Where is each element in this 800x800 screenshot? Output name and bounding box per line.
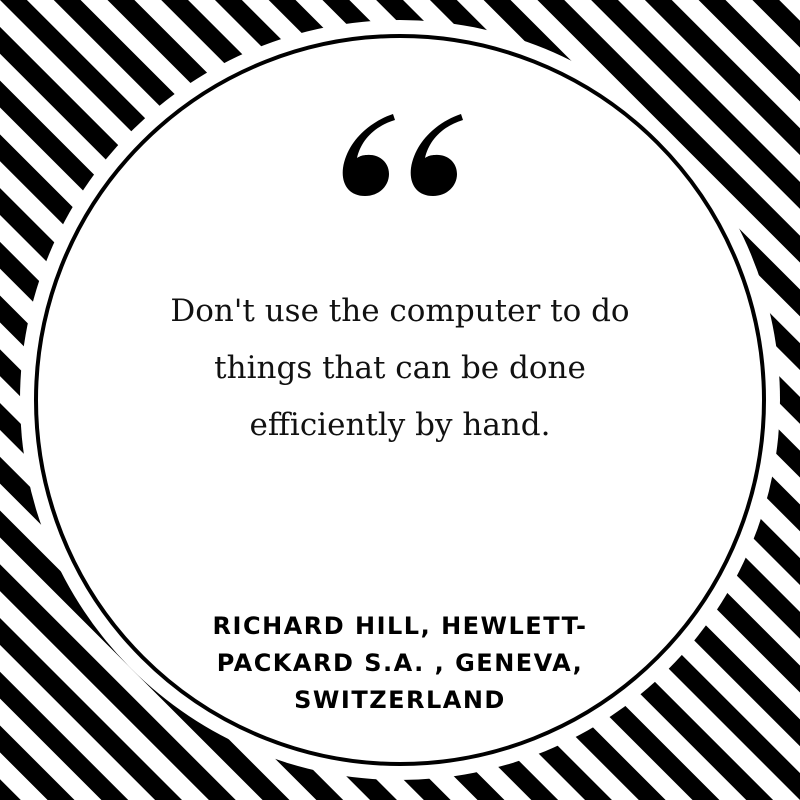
- quote-line: things that can be done: [214, 350, 586, 386]
- quote-mark-left: [342, 114, 395, 196]
- author-line: RICHARD HILL, HEWLETT-: [212, 612, 588, 640]
- open-double-quote-icon: [342, 114, 463, 196]
- quote-text: Don't use the computer to do things that…: [100, 283, 700, 454]
- quote-circle: [34, 34, 766, 766]
- author-attribution: RICHARD HILL, HEWLETT- PACKARD S.A. , GE…: [150, 608, 650, 719]
- quote-line: Don't use the computer to do: [170, 293, 630, 329]
- quote-line: efficiently by hand.: [249, 407, 551, 443]
- author-line: PACKARD S.A. , GENEVA,: [216, 649, 584, 677]
- quote-mark-right: [410, 114, 463, 196]
- author-line: SWITZERLAND: [294, 686, 506, 714]
